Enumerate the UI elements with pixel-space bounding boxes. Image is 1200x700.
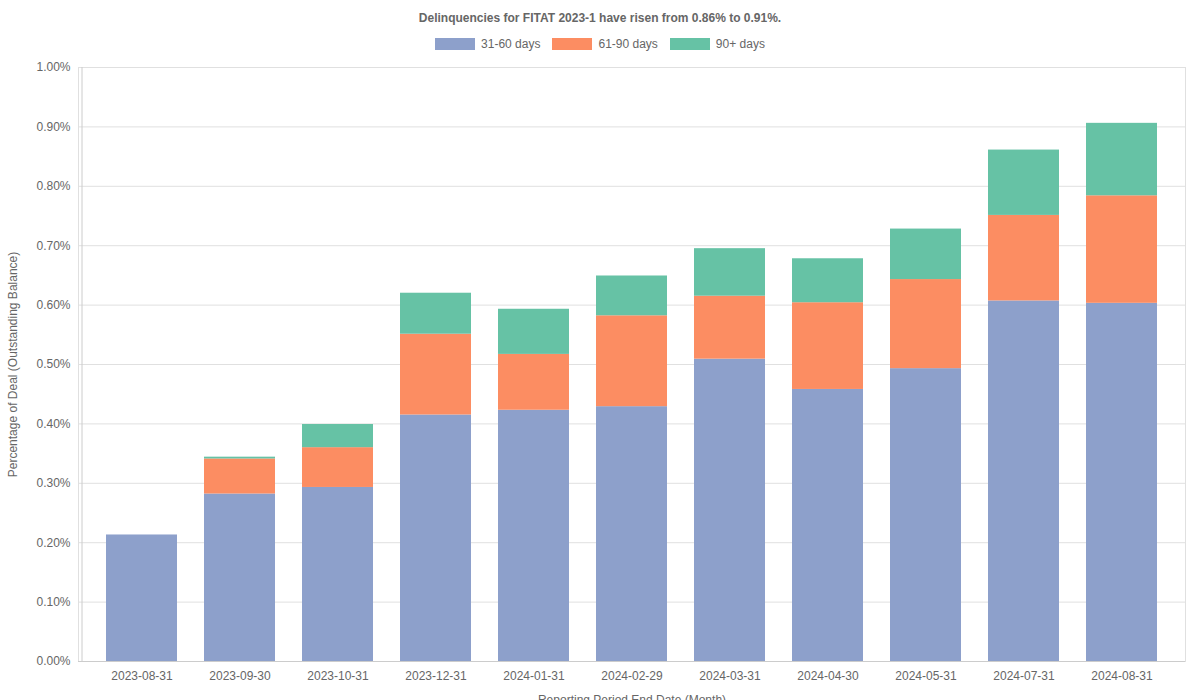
svg-text:2024-04-30: 2024-04-30 (797, 669, 859, 683)
svg-text:2024-03-31: 2024-03-31 (699, 669, 761, 683)
svg-text:Reporting Period End Date (Mon: Reporting Period End Date (Month) (538, 693, 726, 700)
svg-text:0.40%: 0.40% (36, 417, 70, 431)
svg-text:2023-10-31: 2023-10-31 (307, 669, 369, 683)
svg-text:2024-05-31: 2024-05-31 (895, 669, 957, 683)
svg-text:2023-08-31: 2023-08-31 (111, 669, 173, 683)
svg-text:2024-07-31: 2024-07-31 (993, 669, 1055, 683)
svg-text:0.50%: 0.50% (36, 357, 70, 371)
svg-text:2024-08-31: 2024-08-31 (1091, 669, 1153, 683)
svg-text:2024-01-31: 2024-01-31 (503, 669, 565, 683)
svg-text:2023-09-30: 2023-09-30 (209, 669, 271, 683)
svg-text:0.10%: 0.10% (36, 595, 70, 609)
svg-text:2024-02-29: 2024-02-29 (601, 669, 663, 683)
html-text:Delinquencies for FITAT 2023-1: Delinquencies for FITAT 2023-1 have rise… (418, 11, 782, 25)
svg-text:0.20%: 0.20% (36, 536, 70, 550)
svg-text:0.90%: 0.90% (36, 120, 70, 134)
svg-text:0.00%: 0.00% (36, 654, 70, 668)
svg-text:0.60%: 0.60% (36, 298, 70, 312)
svg-text:0.80%: 0.80% (36, 179, 70, 193)
svg-text:1.00%: 1.00% (36, 60, 70, 74)
svg-text:Percentage of Deal (Outstandin: Percentage of Deal (Outstanding Balance) (6, 252, 20, 477)
svg-text:0.30%: 0.30% (36, 476, 70, 490)
html-text:31-60 days: 31-60 days (481, 37, 541, 51)
html-text:90+ days: 90+ days (715, 37, 765, 51)
html-text:61-90 days: 61-90 days (598, 37, 658, 51)
svg-text:0.70%: 0.70% (36, 239, 70, 253)
svg-text:2023-12-31: 2023-12-31 (405, 669, 467, 683)
